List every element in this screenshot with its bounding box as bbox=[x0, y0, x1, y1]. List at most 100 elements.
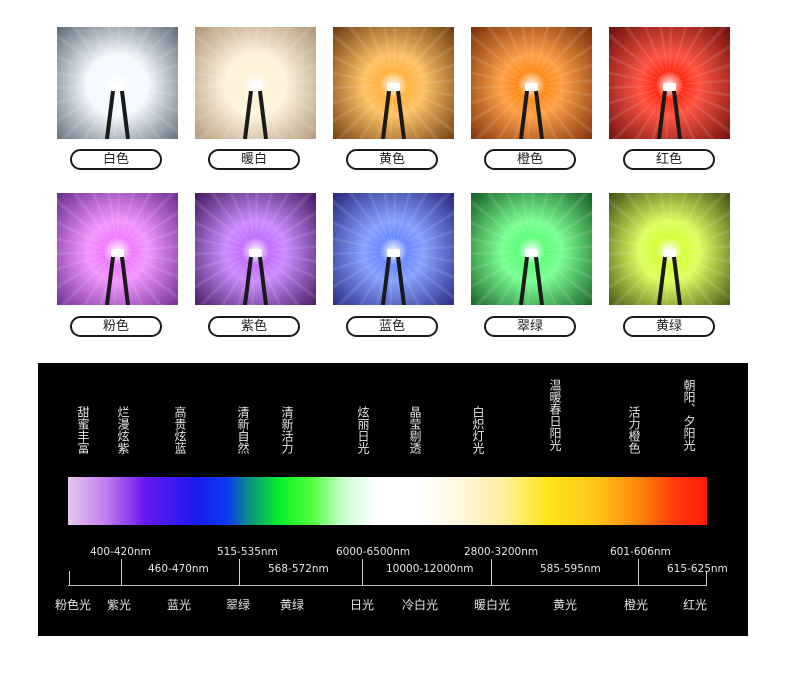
descriptor-text: 甜蜜丰富 bbox=[76, 406, 90, 454]
light-color-name: 翠绿 bbox=[226, 598, 251, 612]
descriptor-text: 温暖春日阳光 bbox=[548, 379, 562, 451]
color-label-pill: 粉色 bbox=[70, 316, 162, 337]
spectrum-gradient-bar bbox=[68, 477, 707, 525]
tweezer-left-arm bbox=[243, 90, 253, 139]
wavelength-range: 10000-12000nm bbox=[386, 563, 474, 575]
swatch-tile bbox=[195, 193, 316, 305]
tweezer-icon bbox=[105, 249, 130, 305]
wavelength-range: 615-625nm bbox=[667, 563, 728, 575]
descriptor-text: 清新自然 bbox=[236, 406, 250, 454]
tweezer-right-arm bbox=[120, 256, 130, 305]
color-label-pill: 暖白 bbox=[208, 149, 300, 170]
tweezer-right-arm bbox=[672, 90, 682, 139]
color-label-pill: 橙色 bbox=[484, 149, 576, 170]
descriptor-text: 朝阳、夕阳光 bbox=[682, 379, 696, 451]
spectrum-panel: 甜蜜丰富 烂漫炫紫 高贵炫蓝 清新自然 清新活力 炫丽日光 晶莹剔透 白炽灯光 … bbox=[38, 363, 748, 636]
led-chip bbox=[663, 249, 676, 257]
light-color-name: 橙光 bbox=[624, 598, 649, 612]
swatch-tile bbox=[609, 193, 730, 305]
led-chip bbox=[249, 83, 262, 91]
light-color-name: 粉色光 bbox=[55, 598, 92, 612]
swatch-tile bbox=[333, 193, 454, 305]
light-color-name: 紫光 bbox=[107, 598, 132, 612]
swatch-tile bbox=[57, 193, 178, 305]
led-chip bbox=[111, 249, 124, 257]
tweezer-right-arm bbox=[120, 90, 130, 139]
tweezer-left-arm bbox=[519, 90, 529, 139]
wavelength-range: 601-606nm bbox=[610, 546, 671, 558]
swatch-tile bbox=[57, 27, 178, 139]
tweezer-right-arm bbox=[258, 90, 268, 139]
color-label-pill: 蓝色 bbox=[346, 316, 438, 337]
led-chip bbox=[387, 83, 400, 91]
tweezer-right-arm bbox=[258, 256, 268, 305]
tweezer-left-arm bbox=[381, 256, 391, 305]
tweezer-icon bbox=[657, 249, 682, 305]
led-chip bbox=[663, 83, 676, 91]
tweezer-left-arm bbox=[657, 90, 667, 139]
light-color-name: 黄绿 bbox=[280, 598, 305, 612]
light-color-name: 日光 bbox=[350, 598, 375, 612]
descriptor-text: 晶莹剔透 bbox=[408, 406, 422, 454]
tweezer-icon bbox=[243, 83, 268, 139]
scale-tick bbox=[69, 571, 70, 585]
wavelength-range: 515-535nm bbox=[217, 546, 278, 558]
swatch-tile bbox=[333, 27, 454, 139]
scale-tick bbox=[239, 559, 240, 585]
tweezer-left-arm bbox=[105, 90, 115, 139]
tweezer-icon bbox=[657, 83, 682, 139]
tweezer-icon bbox=[381, 249, 406, 305]
scale-baseline bbox=[68, 585, 707, 586]
swatch-tile bbox=[471, 27, 592, 139]
descriptor-text: 炫丽日光 bbox=[356, 406, 370, 454]
color-label-pill: 紫色 bbox=[208, 316, 300, 337]
color-label-pill: 红色 bbox=[623, 149, 715, 170]
wavelength-range: 460-470nm bbox=[148, 563, 209, 575]
scale-tick bbox=[706, 571, 707, 585]
led-chip bbox=[249, 249, 262, 257]
tweezer-left-arm bbox=[381, 90, 391, 139]
tweezer-icon bbox=[381, 83, 406, 139]
color-label-pill: 白色 bbox=[70, 149, 162, 170]
wavelength-range: 6000-6500nm bbox=[336, 546, 411, 558]
descriptor-text: 清新活力 bbox=[280, 406, 294, 454]
tweezer-left-arm bbox=[519, 256, 529, 305]
descriptor-text: 高贵炫蓝 bbox=[173, 406, 187, 454]
tweezer-right-arm bbox=[396, 256, 406, 305]
scale-tick bbox=[121, 559, 122, 585]
tweezer-icon bbox=[105, 83, 130, 139]
descriptor-text: 活力橙色 bbox=[627, 406, 641, 454]
tweezer-left-arm bbox=[243, 256, 253, 305]
color-label-pill: 黄绿 bbox=[623, 316, 715, 337]
descriptor-text: 烂漫炫紫 bbox=[116, 406, 130, 454]
light-color-name: 蓝光 bbox=[167, 598, 192, 612]
swatch-tile bbox=[471, 193, 592, 305]
light-color-name: 黄光 bbox=[553, 598, 578, 612]
swatch-tile bbox=[195, 27, 316, 139]
scale-tick bbox=[638, 559, 639, 585]
tweezer-right-arm bbox=[534, 256, 544, 305]
tweezer-right-arm bbox=[396, 90, 406, 139]
tweezer-left-arm bbox=[105, 256, 115, 305]
scale-tick bbox=[491, 559, 492, 585]
wavelength-range: 568-572nm bbox=[268, 563, 329, 575]
tweezer-icon bbox=[519, 249, 544, 305]
scale-tick bbox=[362, 559, 363, 585]
wavelength-range: 400-420nm bbox=[90, 546, 151, 558]
color-label-pill: 黄色 bbox=[346, 149, 438, 170]
wavelength-range: 2800-3200nm bbox=[464, 546, 539, 558]
led-chip bbox=[387, 249, 400, 257]
led-chip bbox=[111, 83, 124, 91]
descriptor-text: 白炽灯光 bbox=[471, 406, 485, 454]
color-label-pill: 翠绿 bbox=[484, 316, 576, 337]
tweezer-icon bbox=[243, 249, 268, 305]
light-color-name: 暖白光 bbox=[474, 598, 511, 612]
tweezer-right-arm bbox=[672, 256, 682, 305]
led-chip bbox=[525, 83, 538, 91]
light-color-name: 冷白光 bbox=[402, 598, 439, 612]
tweezer-left-arm bbox=[657, 256, 667, 305]
tweezer-icon bbox=[519, 83, 544, 139]
light-color-name: 红光 bbox=[683, 598, 708, 612]
tweezer-right-arm bbox=[534, 90, 544, 139]
swatch-tile bbox=[609, 27, 730, 139]
